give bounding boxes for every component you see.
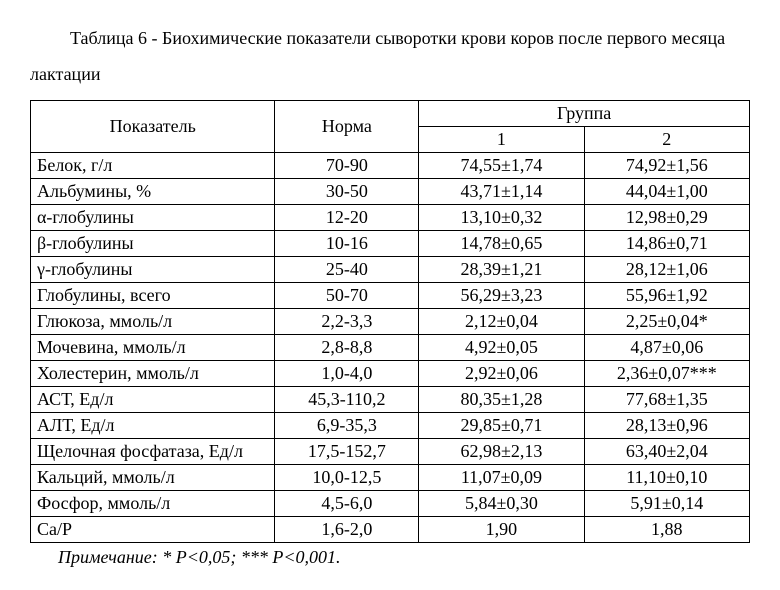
cell-indicator: Глобулины, всего <box>31 283 275 309</box>
cell-group-1: 62,98±2,13 <box>419 439 584 465</box>
cell-indicator: АСТ, Ед/л <box>31 387 275 413</box>
cell-group-2: 14,86±0,71 <box>584 231 749 257</box>
cell-indicator: Фосфор, ммоль/л <box>31 491 275 517</box>
table-footnote: Примечание: * Р<0,05; *** Р<0,001. <box>30 547 750 568</box>
cell-group-2: 44,04±1,00 <box>584 179 749 205</box>
cell-norm: 4,5-6,0 <box>275 491 419 517</box>
cell-group-2: 2,36±0,07*** <box>584 361 749 387</box>
cell-indicator: АЛТ, Ед/л <box>31 413 275 439</box>
cell-norm: 45,3-110,2 <box>275 387 419 413</box>
table-row: АЛТ, Ед/л6,9-35,329,85±0,7128,13±0,96 <box>31 413 750 439</box>
cell-norm: 6,9-35,3 <box>275 413 419 439</box>
cell-group-2: 12,98±0,29 <box>584 205 749 231</box>
cell-indicator: Белок, г/л <box>31 153 275 179</box>
table-row: Щелочная фосфатаза, Ед/л17,5-152,762,98±… <box>31 439 750 465</box>
cell-norm: 1,0-4,0 <box>275 361 419 387</box>
table-row: Кальций, ммоль/л10,0-12,511,07±0,0911,10… <box>31 465 750 491</box>
cell-norm: 1,6-2,0 <box>275 517 419 543</box>
cell-group-1: 5,84±0,30 <box>419 491 584 517</box>
cell-group-1: 74,55±1,74 <box>419 153 584 179</box>
cell-group-1: 4,92±0,05 <box>419 335 584 361</box>
cell-group-1: 56,29±3,23 <box>419 283 584 309</box>
table-row: Альбумины, %30-5043,71±1,1444,04±1,00 <box>31 179 750 205</box>
cell-group-2: 28,12±1,06 <box>584 257 749 283</box>
table-row: α-глобулины12-2013,10±0,3212,98±0,29 <box>31 205 750 231</box>
cell-group-2: 5,91±0,14 <box>584 491 749 517</box>
cell-group-1: 43,71±1,14 <box>419 179 584 205</box>
cell-norm: 30-50 <box>275 179 419 205</box>
cell-norm: 2,2-3,3 <box>275 309 419 335</box>
table-row: Ca/P1,6-2,01,901,88 <box>31 517 750 543</box>
cell-norm: 25-40 <box>275 257 419 283</box>
table-row: Глобулины, всего50-7056,29±3,2355,96±1,9… <box>31 283 750 309</box>
cell-norm: 17,5-152,7 <box>275 439 419 465</box>
cell-group-2: 4,87±0,06 <box>584 335 749 361</box>
cell-norm: 70-90 <box>275 153 419 179</box>
cell-group-1: 14,78±0,65 <box>419 231 584 257</box>
cell-norm: 12-20 <box>275 205 419 231</box>
table-row: β-глобулины10-1614,78±0,6514,86±0,71 <box>31 231 750 257</box>
cell-norm: 2,8-8,8 <box>275 335 419 361</box>
th-group-2: 2 <box>584 127 749 153</box>
cell-group-1: 2,92±0,06 <box>419 361 584 387</box>
th-norm: Норма <box>275 101 419 153</box>
biochem-table: Показатель Норма Группа 1 2 Белок, г/л70… <box>30 100 750 543</box>
cell-indicator: α-глобулины <box>31 205 275 231</box>
cell-indicator: Щелочная фосфатаза, Ед/л <box>31 439 275 465</box>
cell-indicator: Глюкоза, ммоль/л <box>31 309 275 335</box>
table-row: Мочевина, ммоль/л2,8-8,84,92±0,054,87±0,… <box>31 335 750 361</box>
cell-group-1: 80,35±1,28 <box>419 387 584 413</box>
cell-group-1: 1,90 <box>419 517 584 543</box>
cell-group-2: 63,40±2,04 <box>584 439 749 465</box>
table-caption: Таблица 6 - Биохимические показатели сыв… <box>30 20 750 92</box>
cell-group-2: 1,88 <box>584 517 749 543</box>
cell-indicator: γ-глобулины <box>31 257 275 283</box>
table-row: γ-глобулины25-4028,39±1,2128,12±1,06 <box>31 257 750 283</box>
cell-norm: 10,0-12,5 <box>275 465 419 491</box>
cell-indicator: Ca/P <box>31 517 275 543</box>
th-indicator: Показатель <box>31 101 275 153</box>
cell-group-1: 28,39±1,21 <box>419 257 584 283</box>
table-row: Белок, г/л70-9074,55±1,7474,92±1,56 <box>31 153 750 179</box>
table-row: АСТ, Ед/л45,3-110,280,35±1,2877,68±1,35 <box>31 387 750 413</box>
table-row: Фосфор, ммоль/л4,5-6,05,84±0,305,91±0,14 <box>31 491 750 517</box>
cell-group-2: 11,10±0,10 <box>584 465 749 491</box>
cell-group-2: 74,92±1,56 <box>584 153 749 179</box>
table-row: Холестерин, ммоль/л1,0-4,02,92±0,062,36±… <box>31 361 750 387</box>
th-group-1: 1 <box>419 127 584 153</box>
cell-group-2: 28,13±0,96 <box>584 413 749 439</box>
cell-indicator: Мочевина, ммоль/л <box>31 335 275 361</box>
cell-group-1: 11,07±0,09 <box>419 465 584 491</box>
cell-group-2: 2,25±0,04* <box>584 309 749 335</box>
cell-group-2: 55,96±1,92 <box>584 283 749 309</box>
cell-group-1: 29,85±0,71 <box>419 413 584 439</box>
cell-group-1: 2,12±0,04 <box>419 309 584 335</box>
cell-indicator: β-глобулины <box>31 231 275 257</box>
cell-group-1: 13,10±0,32 <box>419 205 584 231</box>
cell-group-2: 77,68±1,35 <box>584 387 749 413</box>
table-row: Глюкоза, ммоль/л2,2-3,32,12±0,042,25±0,0… <box>31 309 750 335</box>
cell-indicator: Холестерин, ммоль/л <box>31 361 275 387</box>
cell-indicator: Кальций, ммоль/л <box>31 465 275 491</box>
cell-norm: 50-70 <box>275 283 419 309</box>
cell-indicator: Альбумины, % <box>31 179 275 205</box>
th-group: Группа <box>419 101 750 127</box>
cell-norm: 10-16 <box>275 231 419 257</box>
